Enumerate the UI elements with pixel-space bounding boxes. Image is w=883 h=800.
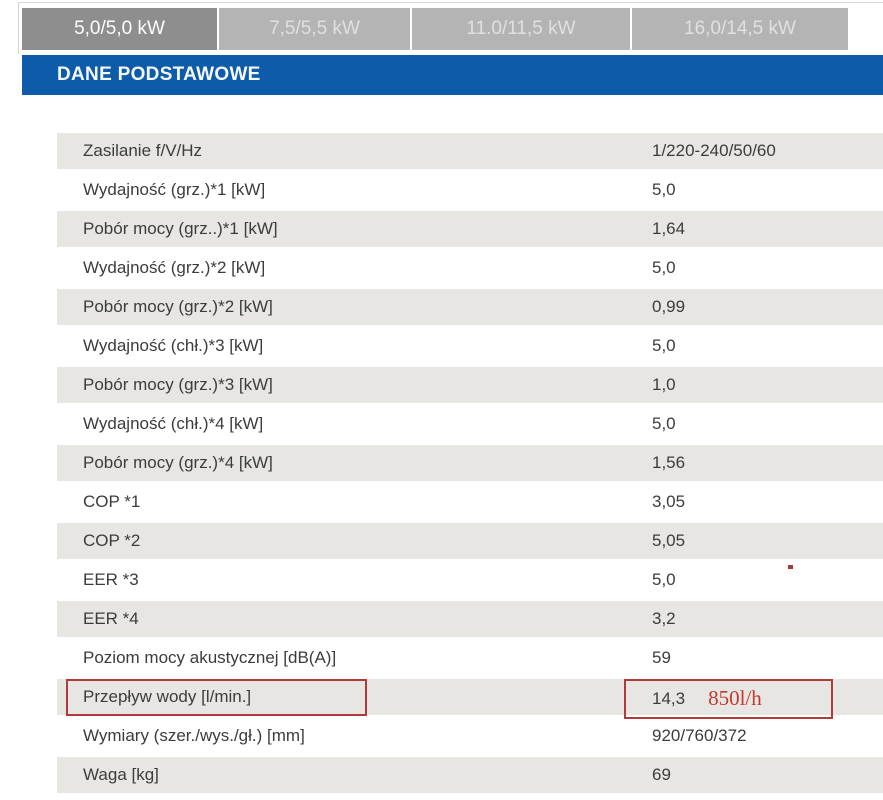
tab-model-3[interactable]: 11.0/11,5 kW xyxy=(412,8,630,50)
table-row: Wydajność (grz.)*1 [kW] 5,0 xyxy=(57,172,883,208)
row-value-text: 5,0 xyxy=(652,336,676,355)
row-value-text: 59 xyxy=(652,648,671,667)
row-value-text: 920/760/372 xyxy=(652,726,747,745)
row-value: 1,56 xyxy=(652,453,685,473)
row-value: 3,2 xyxy=(652,609,676,629)
row-value: 14,3 850l/h xyxy=(652,685,762,710)
row-value: 5,05 xyxy=(652,531,685,551)
row-value: 59 xyxy=(652,648,671,668)
tab-model-1[interactable]: 5,0/5,0 kW xyxy=(22,8,217,50)
row-value: 5,0 xyxy=(652,570,676,590)
table-row: Pobór mocy (grz.)*4 [kW] 1,56 xyxy=(57,445,883,481)
row-value-text: 69 xyxy=(652,765,671,784)
tab-label: 16,0/14,5 kW xyxy=(684,18,796,39)
row-label: Pobór mocy (grz..)*1 [kW] xyxy=(83,219,278,238)
row-value: 5,0 xyxy=(652,180,676,200)
row-label: Zasilanie f/V/Hz xyxy=(83,141,203,160)
model-tabs: 5,0/5,0 kW 7,5/5,5 kW 11.0/11,5 kW 16,0/14,… xyxy=(22,8,848,50)
row-value-text: 14,3 xyxy=(652,688,686,708)
row-label: Pobór mocy (grz.)*2 [kW] xyxy=(83,297,273,316)
table-row: Wydajność (grz.)*2 [kW] 5,0 xyxy=(57,250,883,286)
row-value: 0,99 xyxy=(652,297,685,317)
row-label: Poziom mocy akustycznej [dB(A)] xyxy=(83,648,337,667)
row-value: 69 xyxy=(652,765,671,785)
tab-label: 7,5/5,5 kW xyxy=(269,18,360,39)
table-row: Przepływ wody [l/min.] 14,3 850l/h xyxy=(57,679,883,715)
row-label: EER *4 xyxy=(83,609,139,628)
flow-rate-annotation-text: 850l/h xyxy=(708,685,762,710)
row-value-text: 3,2 xyxy=(652,609,676,628)
row-value-text: 5,0 xyxy=(652,414,676,433)
table-row: EER *3 5,0 xyxy=(57,562,883,598)
annotation-box-flow-label xyxy=(66,679,367,716)
row-label: Wydajność (grz.)*2 [kW] xyxy=(83,258,266,277)
row-value-text: 1/220-240/50/60 xyxy=(652,141,776,160)
annotation-box-flow-value xyxy=(624,679,833,719)
table-row: Waga [kg] 69 xyxy=(57,757,883,793)
row-value: 1,0 xyxy=(652,375,676,395)
tab-label: 5,0/5,0 kW xyxy=(74,18,165,39)
row-value-text: 5,0 xyxy=(652,258,676,277)
row-label: Przepływ wody [l/min.] xyxy=(83,687,252,706)
row-value-text: 1,56 xyxy=(652,453,686,472)
row-value: 1/220-240/50/60 xyxy=(652,141,776,161)
row-label: EER *3 xyxy=(83,570,139,589)
row-value: 5,0 xyxy=(652,414,676,434)
row-label: Wydajność (chł.)*3 [kW] xyxy=(83,336,264,355)
row-value: 1,64 xyxy=(652,219,685,239)
table-row: Wydajność (chł.)*3 [kW] 5,0 xyxy=(57,328,883,364)
row-label: Wymiary (szer./wys./gł.) [mm] xyxy=(83,726,305,745)
row-value-text: 1,0 xyxy=(652,375,676,394)
row-value: 920/760/372 xyxy=(652,726,747,746)
table-row: Wymiary (szer./wys./gł.) [mm] 920/760/372 xyxy=(57,718,883,754)
row-value-text: 0,99 xyxy=(652,297,686,316)
red-dot-annotation xyxy=(788,565,793,569)
row-value-text: 5,0 xyxy=(652,570,676,589)
table-row: COP *1 3,05 xyxy=(57,484,883,520)
row-value: 5,0 xyxy=(652,336,676,356)
row-label: Pobór mocy (grz.)*4 [kW] xyxy=(83,453,273,472)
spec-table: Zasilanie f/V/Hz 1/220-240/50/60 Wydajność… xyxy=(57,133,883,796)
row-label: Pobór mocy (grz.)*3 [kW] xyxy=(83,375,273,394)
top-border-line xyxy=(18,2,883,3)
table-row: Wydajność (chł.)*4 [kW] 5,0 xyxy=(57,406,883,442)
row-value: 3,05 xyxy=(652,492,685,512)
table-row: Pobór mocy (grz.)*3 [kW] 1,0 xyxy=(57,367,883,403)
row-label: Waga [kg] xyxy=(83,765,159,784)
row-value-text: 3,05 xyxy=(652,492,686,511)
row-value-text: 5,05 xyxy=(652,531,686,550)
table-row: EER *4 3,2 xyxy=(57,601,883,637)
row-label: Wydajność (chł.)*4 [kW] xyxy=(83,414,264,433)
table-row: COP *2 5,05 xyxy=(57,523,883,559)
table-row: Poziom mocy akustycznej [dB(A)] 59 xyxy=(57,640,883,676)
row-label: COP *2 xyxy=(83,531,141,550)
row-label: Wydajność (grz.)*1 [kW] xyxy=(83,180,266,199)
section-header: DANE PODSTAWOWE xyxy=(22,55,883,95)
table-row: Pobór mocy (grz.)*2 [kW] 0,99 xyxy=(57,289,883,325)
tab-model-4[interactable]: 16,0/14,5 kW xyxy=(632,8,848,50)
table-row: Zasilanie f/V/Hz 1/220-240/50/60 xyxy=(57,133,883,169)
row-label: COP *1 xyxy=(83,492,141,511)
section-title: DANE PODSTAWOWE xyxy=(57,64,261,85)
row-value-text: 5,0 xyxy=(652,180,676,199)
tab-label: 11.0/11,5 kW xyxy=(466,18,576,39)
table-row: Pobór mocy (grz..)*1 [kW] 1,64 xyxy=(57,211,883,247)
tab-model-2[interactable]: 7,5/5,5 kW xyxy=(219,8,410,50)
row-value: 5,0 xyxy=(652,258,676,278)
left-border-line xyxy=(18,2,19,54)
row-value-text: 1,64 xyxy=(652,219,686,238)
